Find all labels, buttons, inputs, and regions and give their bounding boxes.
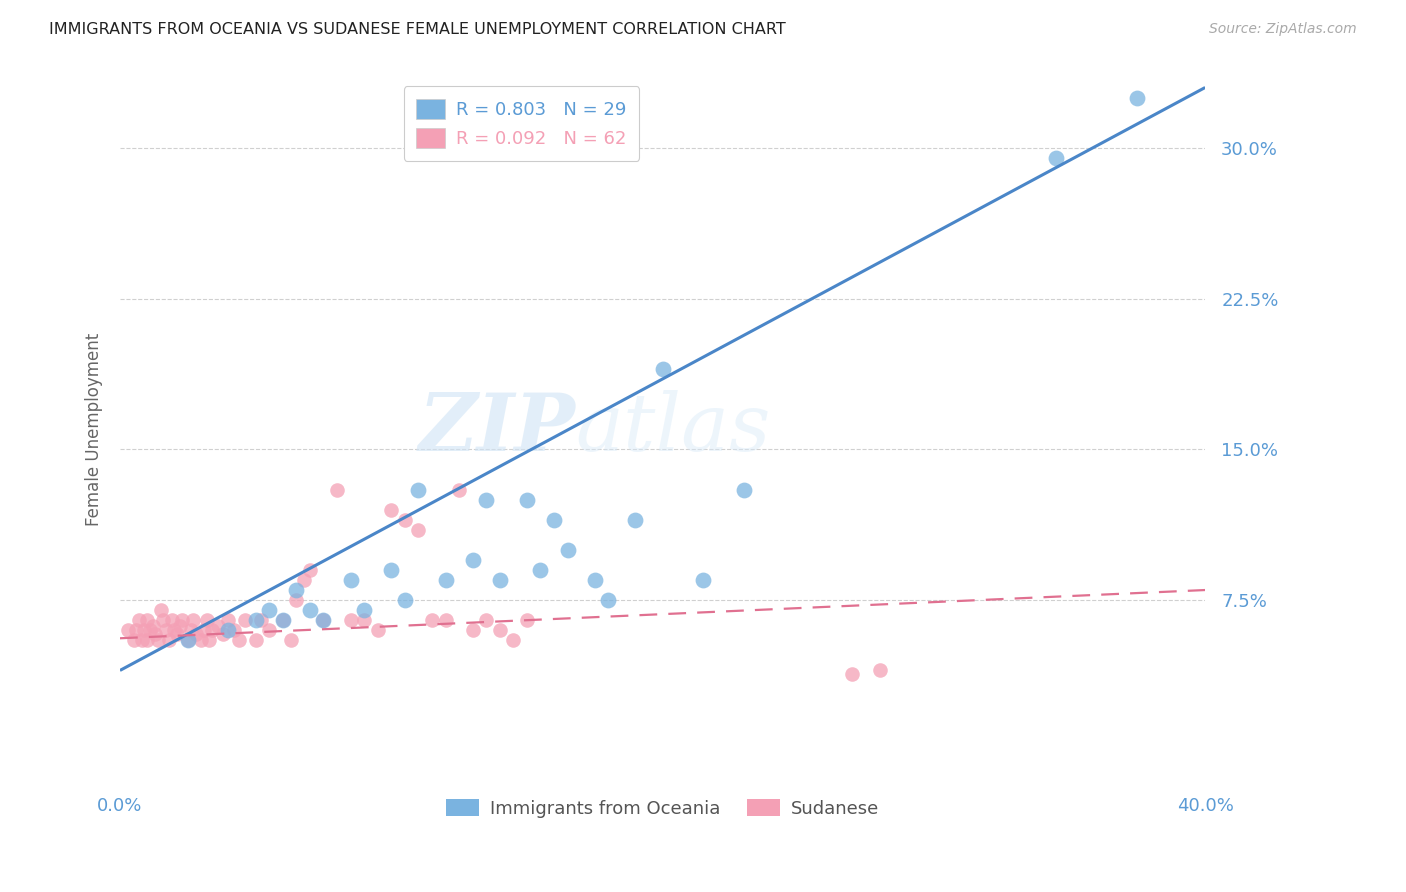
Point [841, 667, 863, 681]
Text: IMMIGRANTS FROM OCEANIA VS SUDANESE FEMALE UNEMPLOYMENT CORRELATION CHART: IMMIGRANTS FROM OCEANIA VS SUDANESE FEMA… [49, 22, 786, 37]
Point [475, 492, 498, 507]
Point [326, 483, 349, 497]
Point [339, 573, 361, 587]
Point [117, 624, 139, 638]
Point [228, 633, 250, 648]
Point [141, 619, 163, 633]
Point [166, 627, 188, 641]
Point [353, 613, 375, 627]
Point [257, 603, 280, 617]
Point [233, 613, 256, 627]
Point [543, 513, 565, 527]
Point [128, 613, 150, 627]
Point [461, 553, 484, 567]
Point [207, 619, 229, 633]
Point [143, 627, 166, 641]
Point [502, 633, 524, 648]
Point [294, 573, 316, 587]
Point [516, 613, 538, 627]
Point [250, 613, 273, 627]
Point [651, 362, 673, 376]
Point [122, 633, 145, 648]
Point [408, 483, 430, 497]
Point [312, 613, 335, 627]
Point [131, 633, 153, 648]
Point [353, 603, 375, 617]
Point [380, 502, 402, 516]
Point [869, 664, 891, 678]
Point [488, 573, 510, 587]
Point [420, 613, 443, 627]
Point [152, 613, 174, 627]
Point [169, 619, 191, 633]
Point [394, 593, 416, 607]
Point [1045, 151, 1067, 165]
Point [298, 563, 321, 577]
Point [181, 613, 204, 627]
Legend: Immigrants from Oceania, Sudanese: Immigrants from Oceania, Sudanese [439, 791, 886, 825]
Point [146, 633, 169, 648]
Point [190, 633, 212, 648]
Point [179, 624, 201, 638]
Point [449, 483, 471, 497]
Point [280, 633, 302, 648]
Point [245, 633, 267, 648]
Point [155, 624, 177, 638]
Point [257, 624, 280, 638]
Point [195, 613, 218, 627]
Text: atlas: atlas [575, 391, 770, 468]
Point [136, 633, 159, 648]
Point [218, 613, 240, 627]
Y-axis label: Female Unemployment: Female Unemployment [86, 333, 103, 526]
Point [339, 613, 361, 627]
Point [434, 573, 457, 587]
Point [583, 573, 606, 587]
Point [516, 492, 538, 507]
Text: ZIP: ZIP [419, 391, 575, 468]
Point [285, 582, 308, 597]
Point [201, 624, 224, 638]
Point [557, 542, 579, 557]
Point [529, 563, 551, 577]
Point [163, 624, 186, 638]
Point [312, 613, 335, 627]
Point [434, 613, 457, 627]
Point [367, 624, 389, 638]
Point [212, 627, 235, 641]
Point [271, 613, 294, 627]
Point [160, 613, 183, 627]
Point [598, 593, 620, 607]
Point [408, 523, 430, 537]
Point [733, 483, 755, 497]
Point [134, 624, 156, 638]
Point [177, 633, 200, 648]
Text: Source: ZipAtlas.com: Source: ZipAtlas.com [1209, 22, 1357, 37]
Point [136, 613, 159, 627]
Point [475, 613, 498, 627]
Point [245, 613, 267, 627]
Point [285, 593, 308, 607]
Point [1126, 90, 1149, 104]
Point [692, 573, 714, 587]
Point [193, 624, 215, 638]
Point [380, 563, 402, 577]
Point [461, 624, 484, 638]
Point [488, 624, 510, 638]
Point [298, 603, 321, 617]
Point [218, 624, 240, 638]
Point [177, 633, 200, 648]
Point [172, 613, 194, 627]
Point [125, 624, 148, 638]
Point [184, 627, 207, 641]
Point [139, 624, 162, 638]
Point [394, 513, 416, 527]
Point [198, 633, 221, 648]
Point [624, 513, 647, 527]
Point [149, 603, 172, 617]
Point [157, 633, 180, 648]
Point [271, 613, 294, 627]
Point [222, 624, 245, 638]
